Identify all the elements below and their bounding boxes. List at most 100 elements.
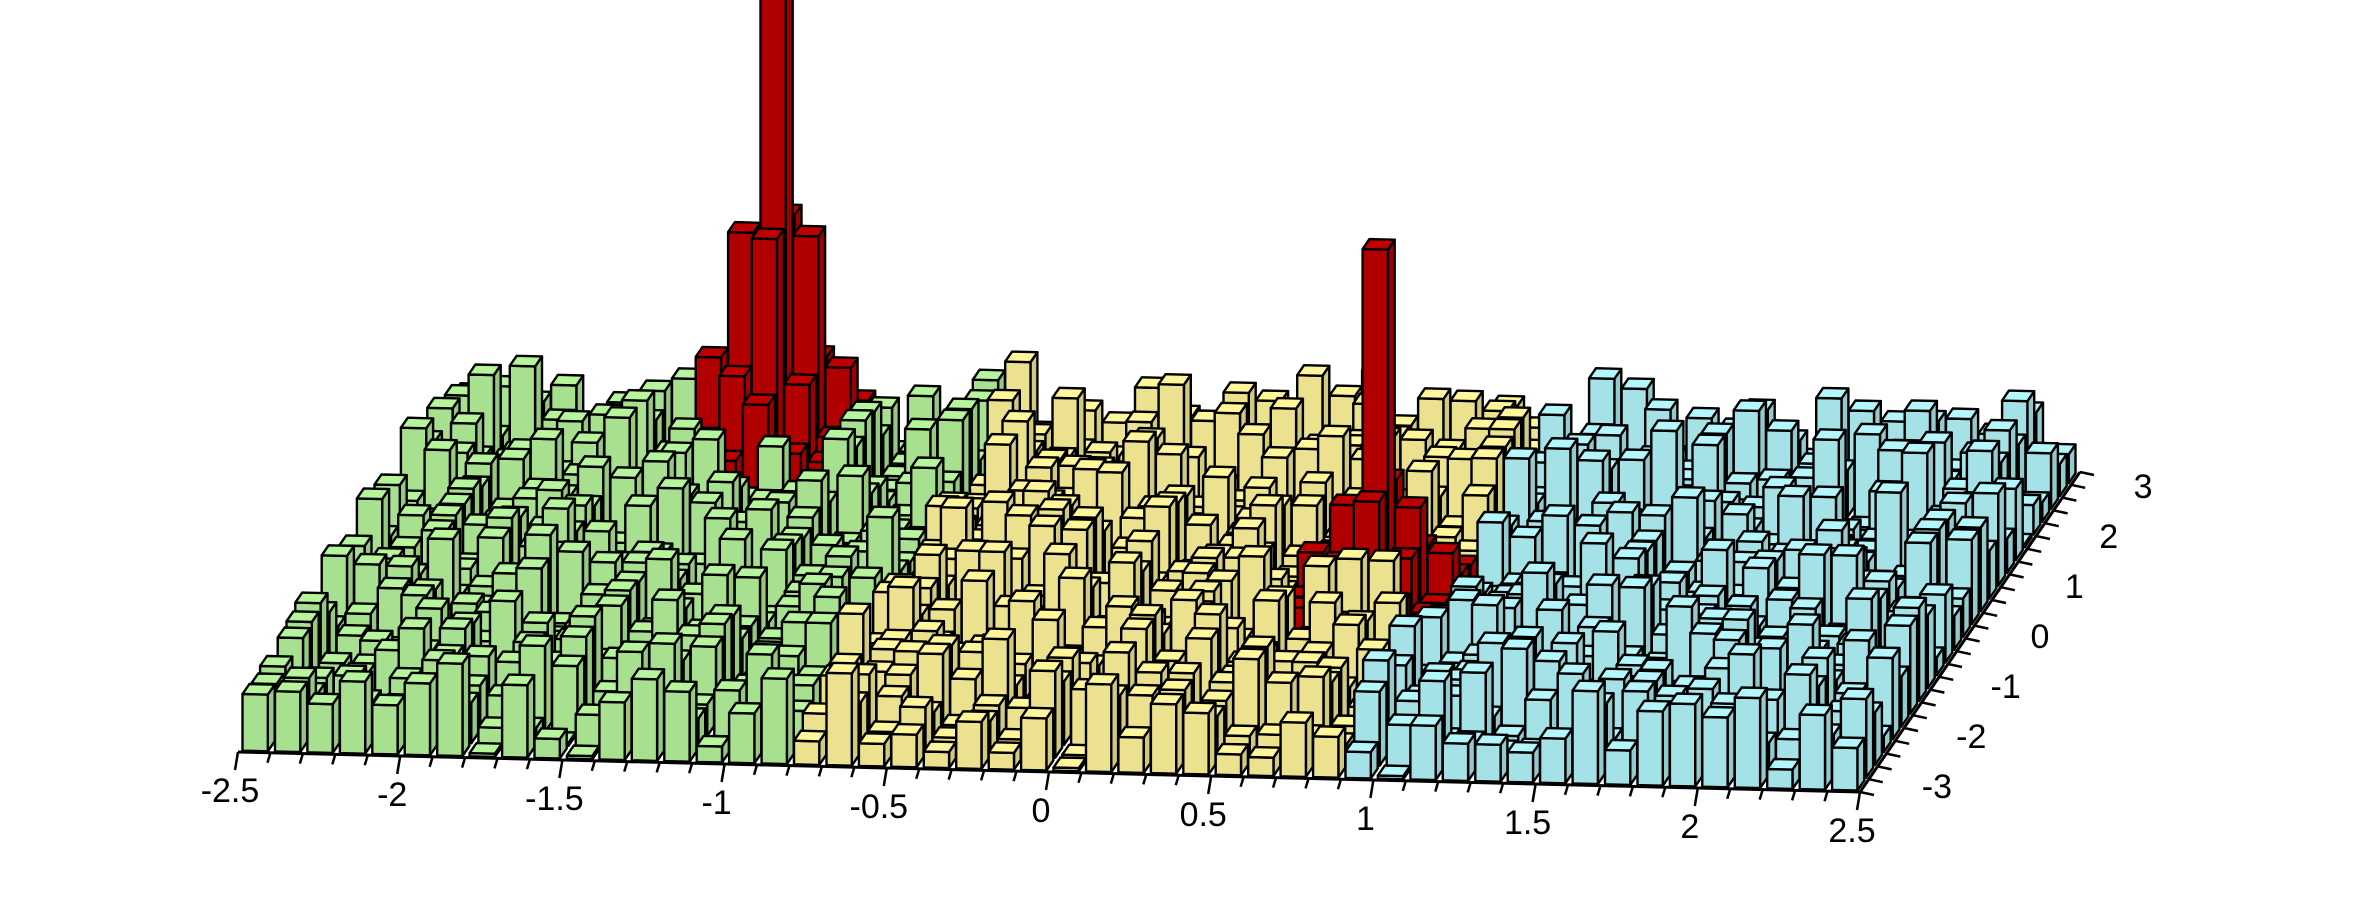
bar-face [609, 466, 644, 480]
bar [306, 692, 341, 755]
bar-face [1500, 637, 1536, 651]
bar-face [1022, 479, 1057, 493]
bar-face [1765, 767, 1794, 791]
bar [1733, 686, 1769, 790]
bar-face [756, 434, 792, 448]
bar-face [1638, 503, 1674, 517]
bar-face [415, 596, 450, 610]
bar-face [1733, 696, 1762, 790]
bar-face [582, 519, 618, 533]
bar [500, 673, 536, 759]
bar-face [603, 578, 639, 592]
bar-face [836, 464, 871, 478]
bar-face [971, 368, 1007, 382]
bar-face [1193, 602, 1229, 616]
bar-face [1845, 587, 1880, 601]
bar-face [1571, 679, 1606, 693]
bar-face [1502, 446, 1538, 460]
bar-face [1361, 237, 1396, 251]
bar-face [1509, 625, 1544, 639]
bar-face [2024, 441, 2060, 455]
bar-face [824, 356, 859, 370]
bar-face [1786, 612, 1821, 626]
bar-face [1662, 560, 1697, 574]
bar [468, 741, 503, 759]
bar [1474, 733, 1509, 783]
bar-face [987, 741, 1022, 755]
bar-face [436, 651, 471, 665]
bar-face [759, 538, 795, 552]
bar-face [1143, 495, 1178, 508]
bar-face [1603, 748, 1632, 787]
bar-face [804, 611, 839, 625]
bar-face [1107, 550, 1143, 564]
bar-face [1004, 503, 1040, 517]
bar-face [535, 478, 571, 492]
bar-face [1591, 619, 1627, 633]
bar [1019, 706, 1055, 772]
bar-face [1252, 588, 1288, 602]
bar-face [727, 711, 756, 765]
bar-face [821, 427, 856, 441]
bar [1182, 701, 1217, 776]
bar-face [241, 692, 269, 753]
bar-face [1587, 367, 1623, 380]
bar-face [922, 750, 951, 770]
bar-face [1182, 711, 1210, 776]
bar-face [450, 591, 485, 605]
bar-face [786, 505, 821, 519]
bar-face [438, 616, 474, 630]
bar-face [615, 640, 651, 654]
bar-face [1496, 406, 1532, 419]
bar [1476, 510, 1511, 588]
bar-face [397, 616, 433, 630]
bar-face [468, 741, 503, 755]
bar-face [559, 625, 595, 638]
bar-face [1237, 544, 1273, 558]
bar-face [1302, 554, 1338, 568]
bar-face [791, 224, 827, 238]
bar-face [556, 540, 591, 554]
bar-face [359, 629, 394, 643]
bar-face [824, 544, 860, 558]
bar-face [1506, 740, 1542, 754]
bar-face [1083, 440, 1119, 454]
bar-face [1117, 735, 1145, 775]
bar-face [467, 363, 502, 377]
bar-face [903, 417, 939, 431]
bar-face [1591, 491, 1626, 505]
bar-face [565, 744, 601, 758]
bar-face [1741, 556, 1777, 570]
bar-face [1057, 566, 1093, 580]
bar-face [1367, 549, 1403, 563]
bar-face [1727, 642, 1763, 656]
bar-face [355, 487, 391, 501]
bar [1279, 710, 1315, 779]
bar-face [848, 566, 883, 580]
bar-face [508, 354, 544, 368]
bar-face [1945, 528, 1980, 541]
bar-face [1334, 547, 1370, 561]
bar-face [385, 554, 420, 568]
bar-face [1593, 423, 1629, 437]
bar-face [497, 447, 532, 461]
bar-face [1573, 513, 1609, 527]
bar-face [1954, 515, 1989, 529]
bar-face [1199, 689, 1235, 703]
bar [922, 740, 958, 770]
bar-face [1686, 677, 1721, 691]
bar-face [1019, 706, 1055, 720]
bar-face [371, 693, 406, 707]
bar-face [1524, 688, 1559, 702]
bar-face [1182, 701, 1217, 715]
bar-face [1214, 742, 1250, 756]
bar-face [429, 503, 464, 517]
bar-face [1918, 430, 1953, 444]
bar-face [1617, 448, 1653, 462]
bar-face [1903, 399, 1939, 413]
bar-face [399, 416, 435, 430]
bar-face [1237, 422, 1272, 436]
bar-face [388, 535, 423, 549]
bar-face [792, 739, 821, 767]
bar-face [1629, 529, 1665, 543]
